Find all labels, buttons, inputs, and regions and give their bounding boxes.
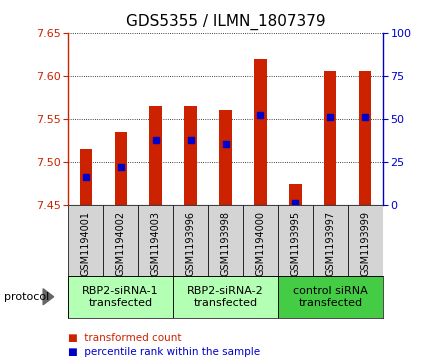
Bar [173,276,278,318]
Text: GSM1194003: GSM1194003 [150,211,161,276]
Bar [114,132,127,205]
Text: RBP2-siRNA-2
transfected: RBP2-siRNA-2 transfected [187,286,264,308]
Text: GSM1193999: GSM1193999 [360,211,370,276]
Text: GSM1193995: GSM1193995 [290,211,301,276]
Bar [313,205,348,276]
Bar [220,110,231,205]
Bar [80,149,92,205]
Text: GSM1194000: GSM1194000 [256,211,265,276]
Bar [278,205,313,276]
Bar [254,58,267,205]
Bar [324,72,337,205]
Bar [68,205,103,276]
Text: GSM1193998: GSM1193998 [220,211,231,276]
Bar [184,106,197,205]
Bar [150,106,162,205]
Text: ■  percentile rank within the sample: ■ percentile rank within the sample [68,347,260,357]
Bar [243,205,278,276]
Bar [173,205,208,276]
Text: GSM1194001: GSM1194001 [81,211,91,276]
Bar [348,205,383,276]
Bar [289,184,301,205]
Bar [359,72,371,205]
Bar [138,205,173,276]
Text: GSM1193996: GSM1193996 [186,211,195,276]
Text: protocol: protocol [4,292,50,302]
Text: GSM1193997: GSM1193997 [325,211,335,276]
Title: GDS5355 / ILMN_1807379: GDS5355 / ILMN_1807379 [126,14,325,30]
Bar [208,205,243,276]
Bar [68,276,173,318]
Text: GSM1194002: GSM1194002 [116,211,126,276]
Bar [103,205,138,276]
Text: control siRNA
transfected: control siRNA transfected [293,286,368,308]
Polygon shape [43,289,54,305]
Bar [278,276,383,318]
Text: RBP2-siRNA-1
transfected: RBP2-siRNA-1 transfected [82,286,159,308]
Text: ■  transformed count: ■ transformed count [68,333,182,343]
